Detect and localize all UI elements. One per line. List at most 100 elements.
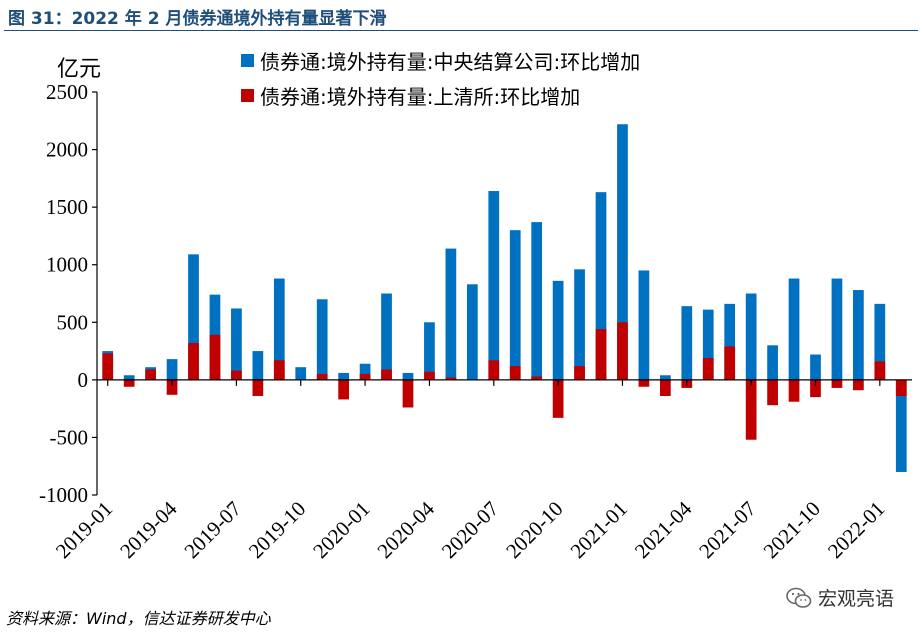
y-tick-label: 500 (57, 310, 89, 334)
y-tick-label: -500 (50, 425, 89, 449)
bar-central-clearing-2020-01 (359, 363, 371, 380)
legend: 债券通:境外持有量:中央结算公司:环比增加 债券通:境外持有量:上清所:环比增加 (241, 50, 640, 109)
y-tick-label: 1500 (46, 195, 88, 219)
watermark-text: 宏观亮语 (817, 588, 894, 610)
bar-central-clearing-2020-05 (445, 248, 457, 380)
bar-central-clearing-2021-03 (659, 375, 671, 380)
bar-central-clearing-2021-05 (702, 309, 714, 380)
bar-shanghai-clearing-2021-09 (788, 379, 800, 402)
bar-central-clearing-2019-12 (338, 372, 350, 380)
bar-central-clearing-2019-07 (231, 308, 242, 380)
x-tick-label: 2020-10 (501, 497, 567, 563)
legend-label-shanghai-clearing: 债券通:境外持有量:上清所:环比增加 (260, 85, 580, 109)
bar-shanghai-clearing-2021-12 (853, 379, 864, 391)
bar-shanghai-clearing-2021-06 (724, 346, 736, 380)
x-tick-label: 2021-10 (759, 497, 825, 563)
bar-central-clearing-2021-10 (810, 354, 821, 380)
y-tick-label: 0 (78, 368, 89, 392)
x-tick-label: 2019-07 (179, 497, 245, 563)
bar-central-clearing-2021-11 (831, 278, 843, 380)
bar-shanghai-clearing-2020-03 (402, 379, 414, 408)
bar-shanghai-clearing-2019-11 (316, 374, 328, 380)
bar-central-clearing-2019-11 (316, 299, 328, 380)
y-tick-labels: 2500 2000 1500 1000 500 0 -500 -1000 (39, 80, 88, 507)
bar-central-clearing-2019-10 (295, 367, 307, 380)
bar-shanghai-clearing-2019-03 (145, 369, 156, 380)
legend-label-central-clearing: 债券通:境外持有量:中央结算公司:环比增加 (260, 50, 640, 74)
watermark: 宏观亮语 (786, 584, 894, 611)
bar-central-clearing-2021-08 (767, 345, 778, 380)
bar-shanghai-clearing-2021-02 (638, 379, 650, 387)
bar-shanghai-clearing-2020-07 (488, 360, 500, 380)
bar-shanghai-clearing-2019-09 (273, 360, 285, 380)
x-tick-label: 2020-04 (373, 496, 440, 563)
bar-shanghai-clearing-2021-07 (745, 379, 757, 440)
bar-central-clearing-2021-04 (681, 306, 693, 380)
x-tick-labels: 2019-012019-042019-072019-102020-012020-… (51, 496, 890, 563)
y-tick-label: 1000 (46, 253, 88, 277)
bar-central-clearing-2020-03 (402, 372, 414, 380)
bar-central-clearing-2021-07 (745, 293, 757, 380)
bar-shanghai-clearing-2021-01 (617, 322, 628, 380)
bar-shanghai-clearing-2020-12 (595, 329, 607, 380)
bar-central-clearing-2019-08 (252, 351, 264, 380)
bar-shanghai-clearing-2022-02 (895, 379, 907, 396)
bar-shanghai-clearing-2019-05 (188, 343, 199, 380)
bar-shanghai-clearing-2020-09 (531, 376, 543, 380)
source-note: 资料来源：Wind，信达证券研发中心 (6, 609, 271, 628)
bar-shanghai-clearing-2019-08 (252, 379, 264, 396)
x-tick-label: 2020-01 (308, 497, 374, 563)
x-tick-label: 2021-01 (566, 497, 632, 563)
bar-central-clearing-2019-02 (123, 375, 135, 380)
bar-central-clearing-2021-09 (788, 278, 800, 380)
x-tick-label: 2021-04 (630, 496, 697, 563)
bar-shanghai-clearing-2021-08 (767, 379, 778, 406)
bar-shanghai-clearing-2020-02 (381, 369, 392, 380)
series-central-clearing-bars (102, 124, 907, 472)
bar-central-clearing-2021-12 (853, 290, 864, 380)
bar-central-clearing-2022-01 (874, 303, 886, 380)
bar-shanghai-clearing-2022-01 (874, 361, 886, 380)
bar-shanghai-clearing-2020-05 (445, 377, 457, 380)
bar-shanghai-clearing-2021-05 (702, 357, 714, 380)
y-axis-label: 亿元 (57, 57, 101, 82)
bar-shanghai-clearing-2021-11 (831, 379, 843, 388)
bar-shanghai-clearing-2020-11 (574, 366, 585, 380)
bar-central-clearing-2020-09 (531, 222, 543, 380)
y-tick-label: -1000 (39, 483, 88, 507)
bar-central-clearing-2021-06 (724, 303, 736, 380)
bar-central-clearing-2020-06 (466, 284, 478, 380)
bar-shanghai-clearing-2020-10 (552, 379, 564, 418)
series-shanghai-clearing-bars (102, 322, 907, 440)
bar-central-clearing-2022-02 (895, 379, 907, 472)
bar-shanghai-clearing-2019-06 (209, 334, 221, 380)
bar-central-clearing-2020-07 (488, 191, 500, 380)
y-tick-label: 2500 (46, 80, 88, 104)
y-tick-label: 2000 (46, 138, 88, 162)
bar-shanghai-clearing-2020-08 (509, 366, 521, 380)
bar-central-clearing-2021-01 (617, 124, 628, 380)
bar-shanghai-clearing-2019-07 (231, 370, 242, 380)
bar-shanghai-clearing-2019-02 (123, 379, 135, 387)
bar-shanghai-clearing-2021-03 (659, 379, 671, 396)
bar-central-clearing-2020-10 (552, 280, 564, 380)
bar-shanghai-clearing-2019-12 (338, 379, 350, 400)
bar-central-clearing-2021-02 (638, 270, 650, 380)
x-tick-label: 2020-07 (437, 497, 503, 563)
bar-shanghai-clearing-2021-10 (810, 379, 821, 398)
bar-central-clearing-2020-02 (381, 293, 392, 380)
x-tick-label: 2019-04 (115, 496, 182, 563)
legend-swatch-shanghai-clearing (241, 89, 254, 102)
x-tick-label: 2022-01 (823, 497, 889, 563)
bar-shanghai-clearing-2019-01 (102, 353, 114, 380)
bar-shanghai-clearing-2020-04 (424, 371, 435, 380)
bar-shanghai-clearing-2019-04 (166, 379, 178, 395)
bar-central-clearing-2019-09 (273, 278, 285, 380)
x-tick-label: 2019-10 (244, 497, 310, 563)
bar-shanghai-clearing-2020-01 (359, 374, 371, 380)
bar-central-clearing-2019-05 (188, 254, 199, 380)
bar-central-clearing-2020-08 (509, 230, 521, 380)
figure-title: 图 31：2022 年 2 月债券通境外持有量显著下滑 (8, 9, 387, 29)
wechat-icon (786, 587, 812, 608)
bar-central-clearing-2020-11 (574, 269, 585, 380)
